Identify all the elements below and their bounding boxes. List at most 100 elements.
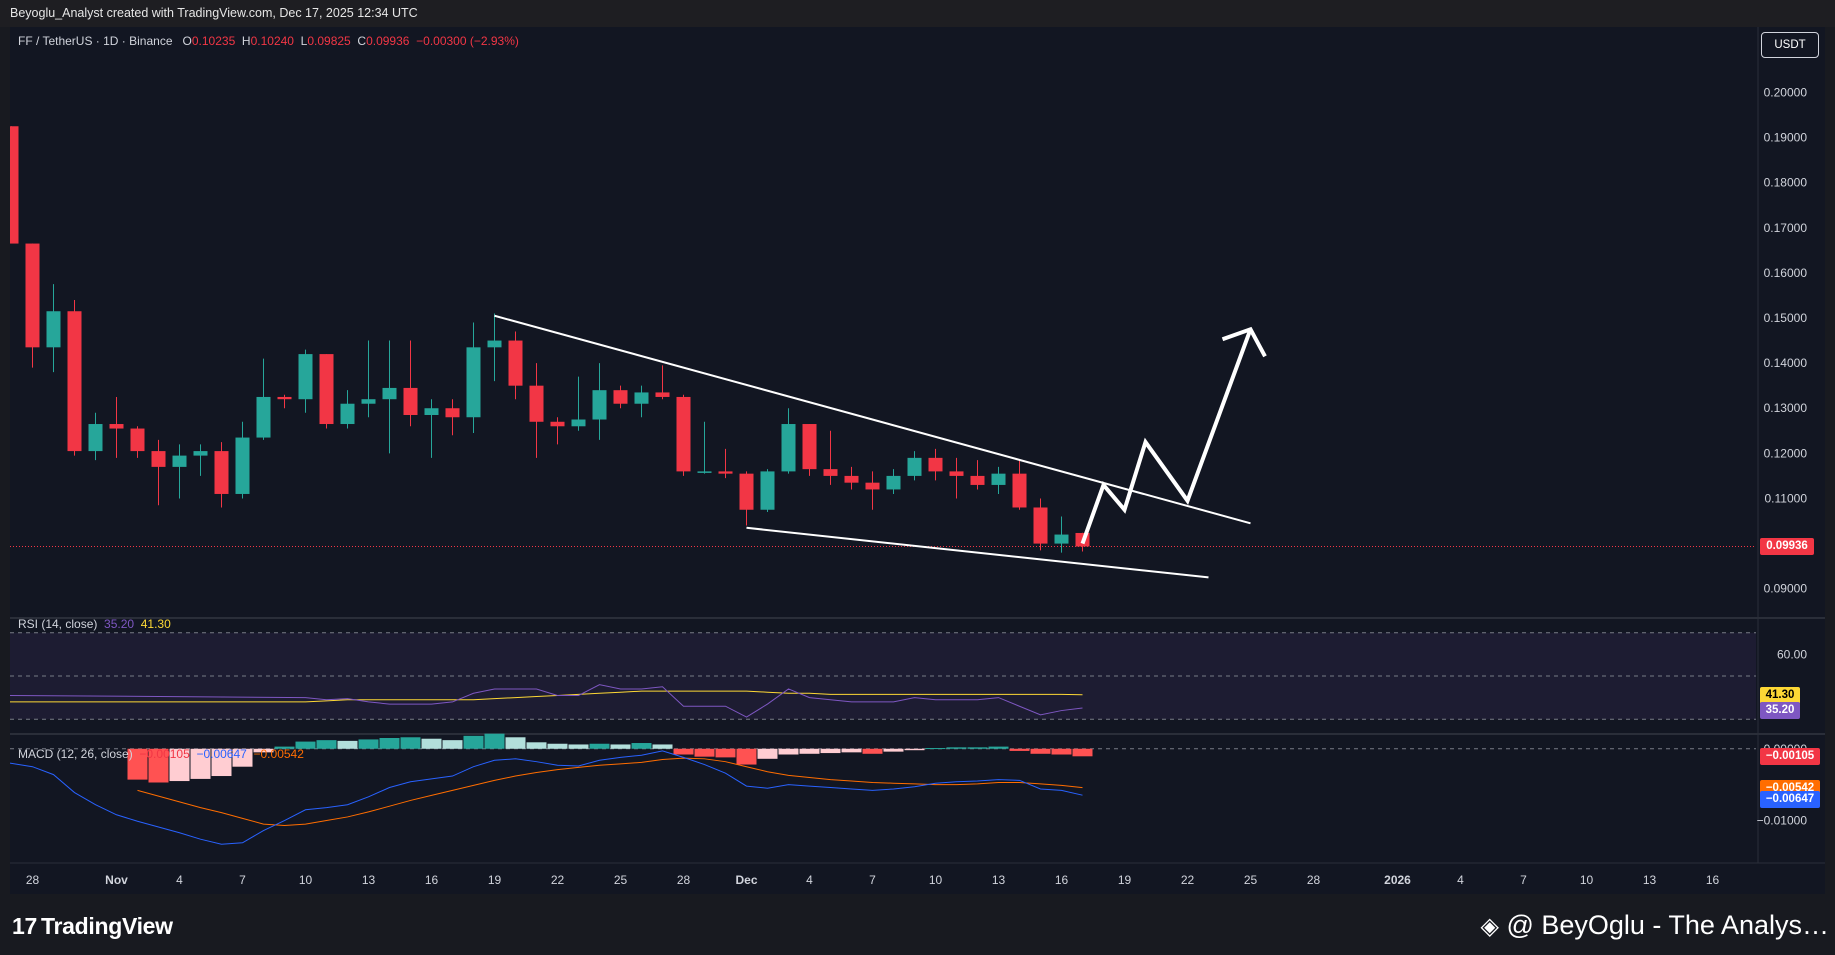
macd-histogram-bar — [253, 748, 274, 753]
price-tick-label: 0.17000 — [1764, 221, 1808, 235]
macd-histogram-bar — [904, 748, 925, 751]
candle-body — [424, 408, 439, 415]
candle-body — [88, 424, 103, 452]
macd-histogram-bar — [211, 748, 232, 777]
candle — [634, 385, 649, 418]
candle — [424, 399, 439, 458]
macd-histogram-bar — [736, 748, 757, 765]
candle-body — [130, 428, 145, 452]
macd-line-tag: −0.00647 — [1760, 791, 1820, 809]
time-tick-label: 16 — [425, 873, 439, 887]
candle — [130, 426, 145, 458]
candle-body — [781, 424, 796, 472]
currency-button[interactable]: USDT — [1761, 32, 1819, 58]
candle — [676, 394, 691, 476]
low-label: L — [300, 34, 308, 48]
candle-body — [235, 437, 250, 494]
candle-body — [382, 387, 397, 400]
price-tick-label: 0.13000 — [1764, 401, 1808, 415]
candle — [508, 331, 523, 400]
macd-histogram-bar — [694, 748, 715, 757]
low-value: 0.09825 — [307, 34, 351, 48]
time-tick-label: 10 — [929, 873, 943, 887]
macd-histogram-bar — [232, 748, 253, 767]
macd-histogram-bar — [442, 740, 463, 749]
chart-canvas[interactable]: 0.210000.200000.190000.180000.170000.160… — [10, 27, 1825, 894]
candle — [256, 358, 271, 440]
rsi-title[interactable]: RSI (14, close) — [18, 617, 98, 631]
macd-histogram-bar — [652, 744, 673, 749]
candle — [760, 469, 775, 512]
macd-histogram-bar — [778, 748, 799, 755]
last-price-tag: 0.09936 — [1760, 538, 1814, 556]
candle-body — [739, 473, 754, 510]
rsi-ma-tag: 41.30 — [1760, 686, 1800, 704]
projection-arrowhead — [1221, 326, 1267, 358]
price-tick-label: 0.14000 — [1764, 356, 1808, 370]
candle — [802, 424, 817, 476]
candle — [193, 444, 208, 476]
candle-body — [214, 451, 229, 494]
candle-body — [256, 396, 271, 438]
candle-body — [466, 347, 481, 418]
macd-signal-line — [137, 757, 1083, 827]
time-tick-label: 19 — [488, 873, 502, 887]
candle — [319, 354, 334, 429]
time-tick-label: Nov — [105, 873, 128, 887]
candle — [25, 243, 40, 368]
candle-body — [445, 408, 460, 418]
macd-histogram-bar — [925, 748, 946, 750]
candle-body — [67, 311, 82, 452]
candle — [1033, 498, 1048, 551]
candle-body — [151, 451, 166, 467]
candle-body — [298, 354, 313, 400]
candle — [928, 448, 943, 481]
lower-trendline — [746, 526, 1209, 579]
macd-histogram-bar — [589, 743, 610, 749]
candle-body — [760, 471, 775, 510]
macd-hist-legend-value: −0.00105 — [139, 747, 190, 761]
macd-histogram-bar — [379, 738, 400, 749]
symbol-name[interactable]: FF / TetherUS · 1D · Binance — [18, 34, 173, 48]
high-label: H — [241, 34, 251, 48]
tradingview-logo[interactable]: 17 TradingView — [12, 913, 173, 940]
price-tick-label: 0.15000 — [1764, 311, 1808, 325]
candle — [655, 365, 670, 400]
macd-histogram-bar — [526, 742, 547, 749]
macd-histogram-bar — [169, 748, 190, 782]
candle — [571, 376, 586, 431]
macd-histogram-bar — [463, 735, 484, 749]
candle-body — [802, 424, 817, 470]
candle-body — [592, 390, 607, 420]
projection-arrow-path — [1080, 328, 1253, 545]
rsi-value-tag: 35.20 — [1760, 701, 1800, 719]
macd-histogram-bar — [1072, 748, 1093, 757]
price-tick-label: 0.20000 — [1764, 85, 1808, 99]
macd-histogram-bar — [316, 740, 337, 749]
candle — [151, 439, 166, 506]
candle — [613, 385, 628, 409]
candle-body — [949, 471, 964, 476]
macd-histogram-bar — [862, 748, 883, 754]
candle — [88, 412, 103, 461]
candle-body — [823, 469, 838, 476]
macd-histogram-bar — [1051, 748, 1072, 755]
candle-body — [193, 451, 208, 456]
macd-title[interactable]: MACD (12, 26, close) — [18, 747, 133, 761]
macd-line — [10, 750, 1083, 845]
candle — [10, 126, 19, 244]
macd-histogram-bar — [967, 747, 988, 749]
candle — [991, 466, 1006, 494]
time-tick-label: 28 — [26, 873, 40, 887]
time-tick-label: 4 — [806, 873, 813, 887]
candle-body — [319, 354, 334, 425]
macd-line-legend-value: −0.00647 — [196, 747, 247, 761]
high-value: 0.10240 — [250, 34, 294, 48]
macd-histogram-bar — [484, 733, 505, 749]
candle — [550, 417, 565, 445]
time-tick-label: Dec — [735, 873, 757, 887]
candle-body — [109, 424, 124, 429]
candle-body — [865, 482, 880, 490]
macd-histogram-bar — [841, 748, 862, 753]
macd-histogram-bar — [148, 748, 169, 783]
